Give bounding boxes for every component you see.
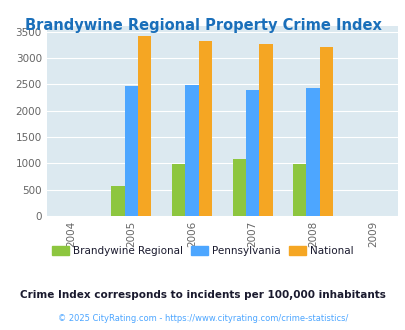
Bar	[232, 159, 245, 216]
Bar	[124, 86, 138, 216]
Bar	[185, 85, 198, 216]
Bar	[138, 36, 151, 216]
Bar	[198, 41, 211, 216]
Bar	[245, 90, 258, 216]
Bar	[292, 164, 306, 216]
Bar	[319, 48, 332, 216]
Bar	[258, 44, 272, 216]
Legend: Brandywine Regional, Pennsylvania, National: Brandywine Regional, Pennsylvania, Natio…	[48, 242, 357, 260]
Text: © 2025 CityRating.com - https://www.cityrating.com/crime-statistics/: © 2025 CityRating.com - https://www.city…	[58, 314, 347, 323]
Bar	[306, 88, 319, 216]
Text: Brandywine Regional Property Crime Index: Brandywine Regional Property Crime Index	[24, 18, 381, 33]
Text: Crime Index corresponds to incidents per 100,000 inhabitants: Crime Index corresponds to incidents per…	[20, 290, 385, 300]
Bar	[172, 164, 185, 216]
Bar	[111, 186, 124, 216]
